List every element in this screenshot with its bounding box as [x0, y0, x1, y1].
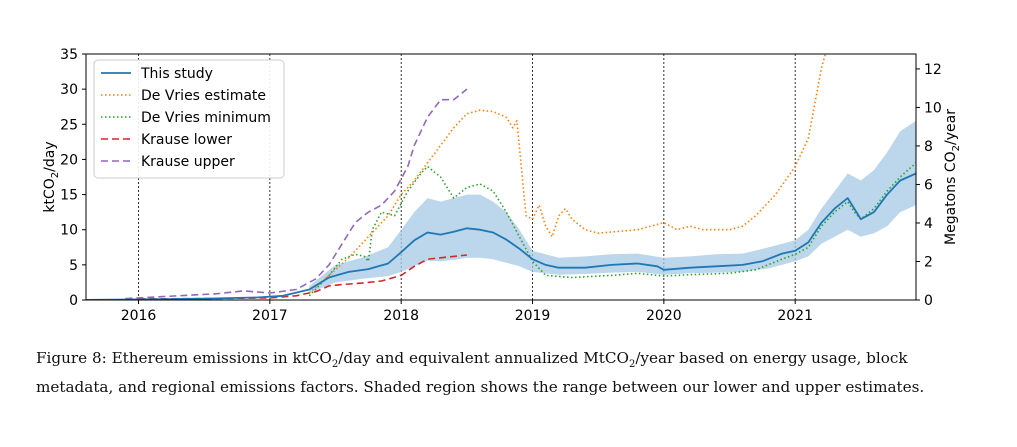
y-left-tick-label: 15: [60, 188, 78, 204]
legend-box: [93, 59, 285, 179]
legend-label: De Vries minimum: [141, 110, 271, 126]
legend-label: Krause upper: [141, 154, 235, 170]
legend-label: De Vries estimate: [141, 88, 266, 104]
x-tick-label: 2017: [252, 308, 288, 324]
y-right-tick-label: 0: [924, 293, 933, 309]
y-left-tick-label: 25: [60, 117, 78, 133]
y-left-tick-label: 20: [60, 152, 78, 168]
x-tick-label: 2019: [515, 308, 551, 324]
y-left-tick-label: 35: [60, 47, 78, 63]
y-left-tick-label: 0: [69, 293, 78, 309]
y-right-tick-label: 12: [924, 62, 942, 78]
y-axis-label-left: ktCO2/day: [42, 141, 61, 212]
y-right-tick-label: 6: [924, 177, 933, 193]
figure-caption: Figure 8: Ethereum emissions in ktCO2/da…: [36, 347, 986, 398]
x-tick-label: 2016: [121, 308, 157, 324]
y-right-tick-label: 4: [924, 216, 933, 232]
chart: 2016 2017 2018 2019 2020 2021 05101520253035 …: [42, 47, 962, 324]
x-tick-label: 2018: [383, 308, 419, 324]
y-axis-label-right: Megatons CO2/year: [943, 109, 962, 245]
range-band: [309, 120, 916, 293]
y-axis-left: 0 5 10 15 20 25 30 35: [60, 47, 86, 309]
y-left-tick-label: 30: [60, 82, 78, 98]
x-axis: 2016 2017 2018 2019 2020 2021: [121, 300, 813, 324]
y-right-tick-label: 8: [924, 139, 933, 155]
y-left-tick-label: 5: [69, 258, 78, 274]
range-band-layer: [309, 120, 916, 293]
y-axis-right: 0 2 4 6 8 10 12: [916, 62, 942, 309]
legend-label: This study: [140, 66, 213, 82]
series-de-vries-minimum: [308, 162, 916, 297]
legend: This study De Vries estimate De Vries mini…: [93, 59, 285, 179]
legend-label: Krause lower: [141, 132, 232, 148]
y-left-tick-label: 10: [60, 223, 78, 239]
y-right-tick-label: 2: [924, 254, 933, 270]
series-this-study: [86, 172, 916, 300]
caption-text: Figure 8: Ethereum emissions in ktCO2/da…: [36, 349, 925, 397]
series-de-vries-estimate: [308, 54, 827, 294]
series-krause-lower: [138, 254, 467, 300]
y-right-tick-label: 10: [924, 100, 942, 116]
x-tick-label: 2020: [646, 308, 682, 324]
plot-frame: [85, 53, 917, 301]
x-tick-label: 2021: [777, 308, 813, 324]
series-layer: [86, 54, 916, 300]
